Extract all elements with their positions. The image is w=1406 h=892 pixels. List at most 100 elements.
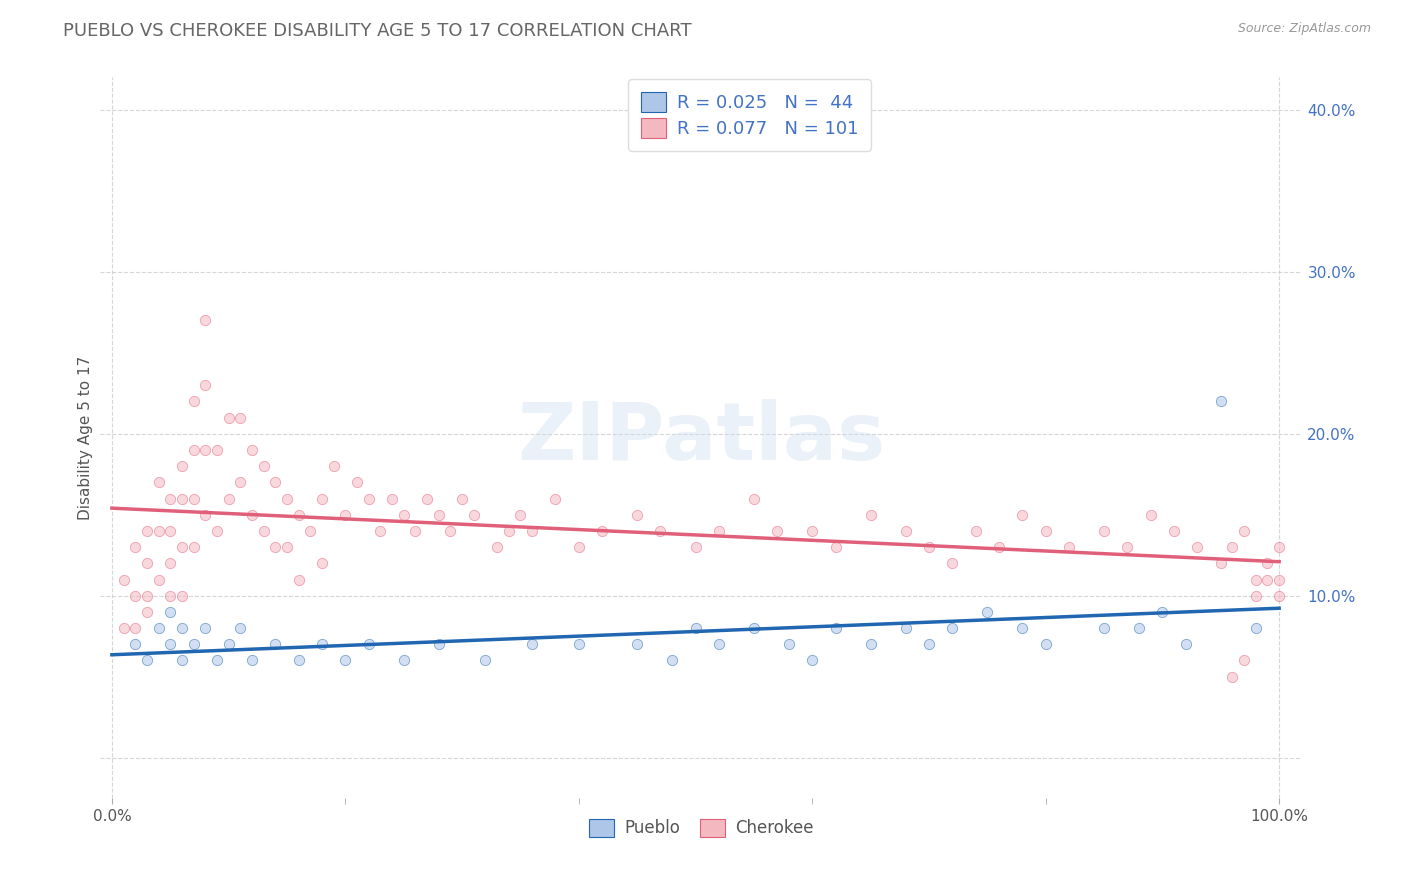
Point: [404, 524, 426, 538]
Point: [322, 459, 344, 474]
Point: [941, 621, 963, 635]
Point: [824, 621, 846, 635]
Point: [707, 524, 730, 538]
Point: [205, 653, 228, 667]
Point: [1222, 540, 1244, 554]
Point: [135, 524, 157, 538]
Point: [264, 540, 287, 554]
Point: [439, 524, 461, 538]
Point: [1244, 573, 1267, 587]
Point: [685, 540, 707, 554]
Point: [170, 459, 193, 474]
Point: [205, 524, 228, 538]
Point: [824, 540, 846, 554]
Point: [859, 508, 882, 522]
Point: [311, 637, 333, 651]
Legend: Pueblo, Cherokee: Pueblo, Cherokee: [582, 812, 820, 844]
Point: [311, 491, 333, 506]
Point: [183, 442, 205, 457]
Point: [194, 442, 217, 457]
Point: [1128, 621, 1150, 635]
Point: [626, 637, 648, 651]
Point: [801, 653, 824, 667]
Point: [124, 621, 146, 635]
Point: [1163, 524, 1185, 538]
Point: [1152, 605, 1174, 619]
Point: [240, 508, 263, 522]
Point: [170, 653, 193, 667]
Point: [346, 475, 368, 490]
Point: [287, 653, 309, 667]
Point: [976, 605, 998, 619]
Point: [661, 653, 683, 667]
Point: [941, 557, 963, 571]
Point: [240, 653, 263, 667]
Point: [1256, 557, 1278, 571]
Point: [135, 557, 157, 571]
Point: [427, 637, 450, 651]
Point: [218, 410, 240, 425]
Point: [568, 637, 591, 651]
Point: [159, 491, 181, 506]
Point: [1057, 540, 1080, 554]
Point: [124, 589, 146, 603]
Point: [1174, 637, 1197, 651]
Point: [357, 491, 380, 506]
Point: [918, 637, 941, 651]
Point: [778, 637, 800, 651]
Point: [124, 637, 146, 651]
Point: [1268, 573, 1291, 587]
Point: [335, 653, 357, 667]
Point: [381, 491, 404, 506]
Point: [135, 605, 157, 619]
Point: [509, 508, 531, 522]
Point: [194, 378, 217, 392]
Point: [965, 524, 987, 538]
Text: PUEBLO VS CHEROKEE DISABILITY AGE 5 TO 17 CORRELATION CHART: PUEBLO VS CHEROKEE DISABILITY AGE 5 TO 1…: [63, 22, 692, 40]
Point: [135, 653, 157, 667]
Point: [650, 524, 672, 538]
Point: [392, 508, 415, 522]
Point: [894, 524, 917, 538]
Point: [229, 621, 252, 635]
Point: [427, 508, 450, 522]
Point: [1139, 508, 1161, 522]
Point: [1233, 524, 1256, 538]
Point: [148, 475, 170, 490]
Point: [1209, 557, 1232, 571]
Point: [183, 491, 205, 506]
Point: [229, 475, 252, 490]
Point: [463, 508, 485, 522]
Point: [148, 621, 170, 635]
Point: [253, 524, 276, 538]
Point: [568, 540, 591, 554]
Point: [766, 524, 789, 538]
Point: [1244, 589, 1267, 603]
Point: [988, 540, 1011, 554]
Point: [520, 524, 543, 538]
Point: [264, 637, 287, 651]
Point: [229, 410, 252, 425]
Point: [124, 540, 146, 554]
Point: [416, 491, 439, 506]
Point: [253, 459, 276, 474]
Point: [240, 442, 263, 457]
Point: [1268, 540, 1291, 554]
Point: [707, 637, 730, 651]
Point: [685, 621, 707, 635]
Point: [335, 508, 357, 522]
Point: [311, 557, 333, 571]
Point: [1035, 524, 1057, 538]
Point: [474, 653, 496, 667]
Point: [159, 637, 181, 651]
Point: [1035, 637, 1057, 651]
Point: [148, 573, 170, 587]
Point: [159, 557, 181, 571]
Y-axis label: Disability Age 5 to 17: Disability Age 5 to 17: [79, 356, 93, 520]
Point: [159, 589, 181, 603]
Point: [170, 589, 193, 603]
Point: [801, 524, 824, 538]
Point: [183, 394, 205, 409]
Point: [170, 621, 193, 635]
Point: [392, 653, 415, 667]
